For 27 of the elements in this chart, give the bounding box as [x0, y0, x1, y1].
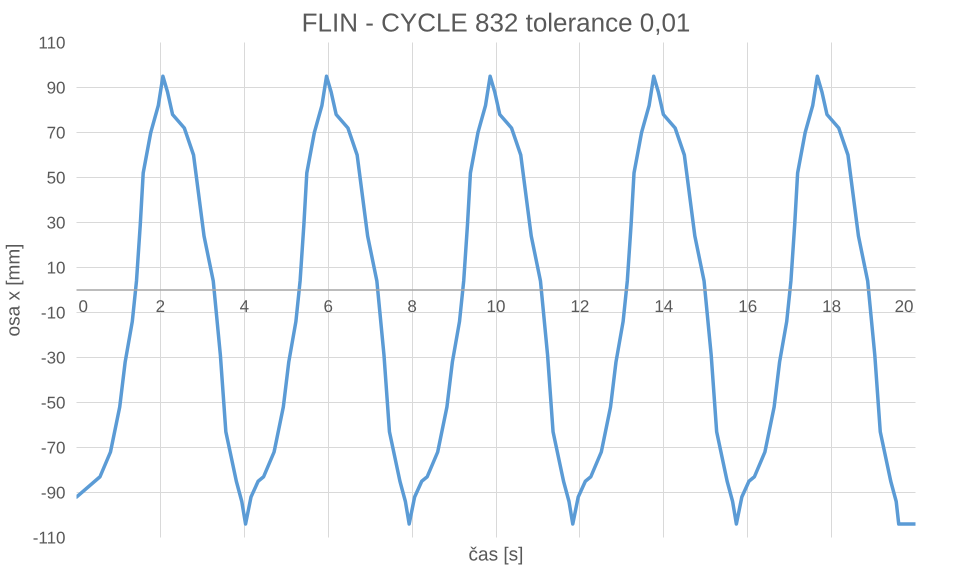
y-axis-title: osa x [mm]	[4, 244, 25, 336]
y-tick-label: -70	[40, 438, 66, 458]
y-tick-label: 50	[46, 168, 66, 188]
line-series	[76, 74, 916, 526]
x-tick-label: 20	[894, 297, 914, 316]
x-tick-label: 0	[78, 297, 88, 316]
y-tick-label: 30	[46, 214, 66, 232]
y-tick-label: -90	[40, 484, 66, 502]
y-tick-label: -30	[40, 348, 66, 368]
x-tick-label: 12	[570, 297, 590, 316]
x-tick-label: 16	[738, 297, 758, 316]
x-axis-title: čas [s]	[468, 544, 524, 566]
x-tick-label: 10	[486, 297, 506, 316]
x-tick-label: 14	[654, 297, 674, 316]
x-tick-label: 8	[407, 297, 417, 316]
y-tick-label: 110	[38, 34, 66, 52]
y-tick-label: -110	[32, 528, 66, 548]
y-tick-label: -50	[40, 394, 66, 412]
y-tick-label: 10	[46, 258, 66, 278]
x-tick-label: 2	[156, 297, 166, 316]
y-tick-label: 70	[46, 124, 66, 142]
y-tick-label: 90	[46, 78, 66, 98]
x-tick-label: 18	[822, 297, 842, 316]
y-tick-label: -10	[40, 304, 66, 322]
chart-title: FLIN - CYCLE 832 tolerance 0,01	[302, 8, 690, 38]
x-tick-label: 6	[323, 297, 333, 316]
x-tick-label: 4	[240, 297, 250, 316]
